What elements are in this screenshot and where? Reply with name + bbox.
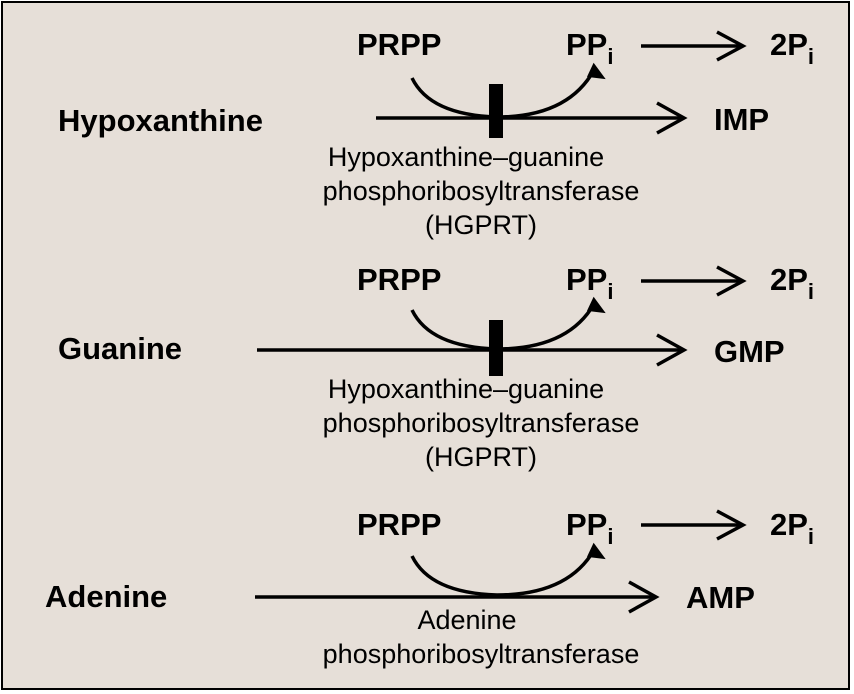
enzyme-name-line-3: (HGPRT) xyxy=(425,210,537,240)
product-label: GMP xyxy=(714,334,785,369)
byproduct-fate-arrow-head xyxy=(716,509,747,541)
reaction-hypoxanthine: Hypoxanthine PRPP PPi 2Pi IMP Hypoxanthi… xyxy=(58,27,814,240)
product-label: IMP xyxy=(714,102,769,137)
byproduct-label: PPi xyxy=(566,262,613,304)
byproduct-fate-arrow-head xyxy=(716,265,747,297)
byproduct-label: PPi xyxy=(566,507,613,549)
enzyme-block-marker xyxy=(489,84,503,138)
cosubstrate-label: PRPP xyxy=(357,27,441,62)
enzyme-name-line-2: phosphoribosyltransferase xyxy=(323,639,640,669)
cosubstrate-byproduct-curve xyxy=(410,549,596,597)
byproduct-arrow-head xyxy=(586,296,606,314)
byproduct-arrow-head xyxy=(586,542,606,560)
enzyme-name-line-1: Hypoxanthine–guanine xyxy=(328,374,604,404)
enzyme-name-line-3: (HGPRT) xyxy=(425,442,537,472)
enzyme-name-line-1: Adenine xyxy=(417,605,516,635)
substrate-label: Guanine xyxy=(58,331,182,366)
byproduct-fate-arrow-head xyxy=(716,30,747,62)
enzyme-name-line-1: Hypoxanthine–guanine xyxy=(328,142,604,172)
main-arrow-head xyxy=(656,333,688,367)
enzyme-block-marker xyxy=(489,320,503,376)
reaction-adenine: Adenine PRPP PPi 2Pi AMP Adenine phospho… xyxy=(45,507,814,669)
reaction-guanine: Guanine PRPP PPi 2Pi GMP Hypoxanthine–gu… xyxy=(58,262,814,472)
main-arrow-head xyxy=(656,101,688,135)
cosubstrate-label: PRPP xyxy=(357,262,441,297)
product-label: AMP xyxy=(686,580,755,615)
enzyme-name-line-2: phosphoribosyltransferase xyxy=(323,408,640,438)
cosubstrate-label: PRPP xyxy=(357,507,441,542)
byproduct-label: PPi xyxy=(566,27,613,69)
substrate-label: Adenine xyxy=(45,579,167,614)
byproduct-arrow-head xyxy=(586,62,606,80)
substrate-label: Hypoxanthine xyxy=(58,103,263,138)
enzyme-name-line-2: phosphoribosyltransferase xyxy=(323,176,640,206)
byproduct-fate-label: 2Pi xyxy=(770,262,814,304)
byproduct-fate-label: 2Pi xyxy=(770,27,814,69)
main-arrow-head xyxy=(628,580,660,614)
byproduct-fate-label: 2Pi xyxy=(770,507,814,549)
